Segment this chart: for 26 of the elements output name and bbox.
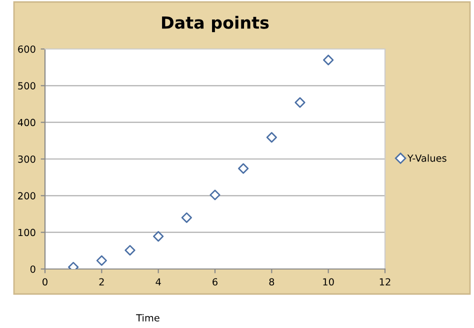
y-tick-label: 100 — [18, 228, 36, 236]
x-tick-label: 12 — [380, 278, 390, 286]
x-tick-label: 6 — [212, 278, 218, 286]
legend-label: Y-Values — [407, 154, 446, 162]
point — [238, 163, 249, 174]
point — [294, 97, 306, 108]
x-tick-label: 2 — [99, 278, 104, 286]
y-tick-label: 300 — [18, 155, 36, 163]
x-tick-label: 10 — [323, 278, 334, 286]
y-tick-label: 400 — [18, 118, 36, 126]
x-tick-label: 4 — [156, 278, 161, 286]
y-tick-label: 600 — [18, 45, 36, 53]
x-tick-label: 0 — [42, 278, 48, 286]
point — [181, 212, 192, 223]
x-tick-label: 8 — [269, 278, 274, 286]
point — [266, 132, 277, 143]
point — [96, 255, 107, 266]
y-tick-label: 500 — [18, 82, 36, 90]
point — [124, 245, 136, 256]
point — [323, 54, 334, 66]
chart-title: Data points — [162, 16, 269, 32]
point — [210, 190, 220, 200]
point — [153, 231, 164, 242]
y-tick-label: 0 — [30, 265, 36, 273]
x-axis-title: Time — [136, 314, 160, 322]
y-tick-label: 200 — [18, 192, 36, 200]
